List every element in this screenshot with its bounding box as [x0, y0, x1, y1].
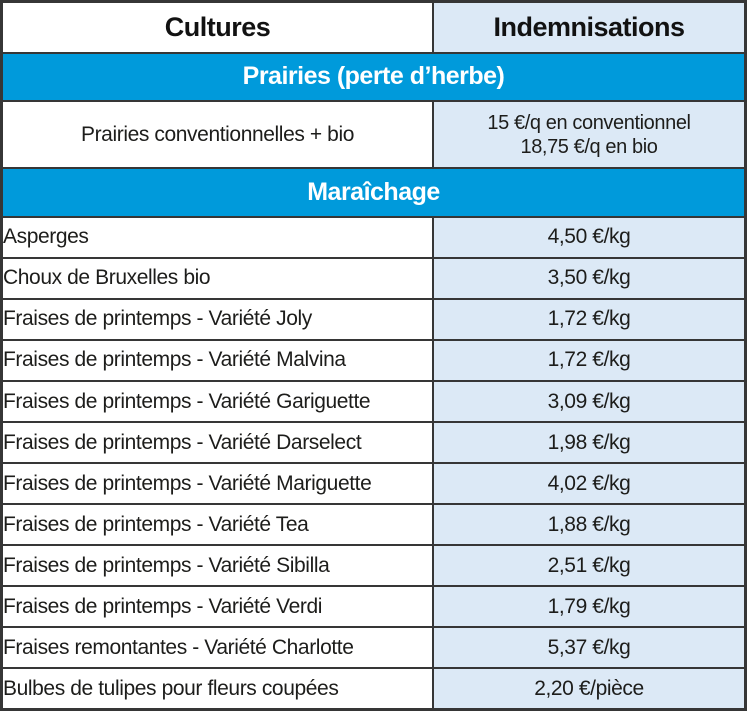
table-row: Fraises de printemps - Variété Darselect…: [0, 421, 747, 465]
culture-cell: Fraises de printemps - Variété Sibilla: [0, 544, 435, 588]
column-header-cultures: Cultures: [0, 0, 435, 54]
table-header-row: Cultures Indemnisations: [0, 0, 747, 54]
table-row: Fraises de printemps - Variété Verdi 1,7…: [0, 585, 747, 629]
indemnisation-cell: 3,09 €/kg: [432, 379, 747, 424]
culture-cell: Fraises remontantes - Variété Charlotte: [0, 626, 435, 670]
indemnisation-cell: 2,20 €/pièce: [432, 667, 747, 711]
indemnisation-cell: 3,50 €/kg: [432, 256, 747, 300]
indemnisation-cell: 1,79 €/kg: [432, 585, 747, 629]
culture-cell: Choux de Bruxelles bio: [0, 256, 435, 300]
column-header-indemnisations: Indemnisations: [432, 0, 747, 54]
culture-cell: Fraises de printemps - Variété Gariguett…: [0, 379, 435, 424]
indemnisation-cell: 15 €/q en conventionnel 18,75 €/q en bio: [432, 99, 747, 170]
table-row: Fraises de printemps - Variété Sibilla 2…: [0, 544, 747, 588]
culture-cell: Fraises de printemps - Variété Darselect: [0, 421, 435, 465]
table-row: Asperges 4,50 €/kg: [0, 215, 747, 259]
table-row: Fraises de printemps - Variété Gariguett…: [0, 379, 747, 424]
table-row: Fraises de printemps - Variété Tea 1,88 …: [0, 503, 747, 547]
indemnisation-cell: 4,02 €/kg: [432, 462, 747, 506]
table-row: Fraises de printemps - Variété Malvina 1…: [0, 338, 747, 382]
section-header-prairies: Prairies (perte d’herbe): [0, 51, 747, 102]
culture-cell: Fraises de printemps - Variété Malvina: [0, 338, 435, 382]
culture-cell: Fraises de printemps - Variété Verdi: [0, 585, 435, 629]
culture-cell: Fraises de printemps - Variété Tea: [0, 503, 435, 547]
table-row: Bulbes de tulipes pour fleurs coupées 2,…: [0, 667, 747, 711]
table-row: Prairies conventionnelles + bio 15 €/q e…: [0, 99, 747, 170]
culture-cell: Fraises de printemps - Variété Joly: [0, 297, 435, 341]
indemnisation-cell: 2,51 €/kg: [432, 544, 747, 588]
indemnisation-cell: 5,37 €/kg: [432, 626, 747, 670]
indemnisation-cell: 1,72 €/kg: [432, 297, 747, 341]
table-row: Fraises remontantes - Variété Charlotte …: [0, 626, 747, 670]
table-row: Fraises de printemps - Variété Mariguett…: [0, 462, 747, 506]
section-title-maraichage: Maraîchage: [0, 167, 747, 218]
culture-cell: Fraises de printemps - Variété Mariguett…: [0, 462, 435, 506]
table-row: Choux de Bruxelles bio 3,50 €/kg: [0, 256, 747, 300]
section-title-prairies: Prairies (perte d’herbe): [0, 51, 747, 102]
indemnisation-cell: 1,72 €/kg: [432, 338, 747, 382]
indemnisation-cell: 1,88 €/kg: [432, 503, 747, 547]
table-row: Fraises de printemps - Variété Joly 1,72…: [0, 297, 747, 341]
indemnisation-cell: 1,98 €/kg: [432, 421, 747, 465]
indemnisation-cell: 4,50 €/kg: [432, 215, 747, 259]
culture-cell: Prairies conventionnelles + bio: [0, 99, 435, 170]
section-header-maraichage: Maraîchage: [0, 167, 747, 218]
culture-cell: Asperges: [0, 215, 435, 259]
culture-cell: Bulbes de tulipes pour fleurs coupées: [0, 667, 435, 711]
